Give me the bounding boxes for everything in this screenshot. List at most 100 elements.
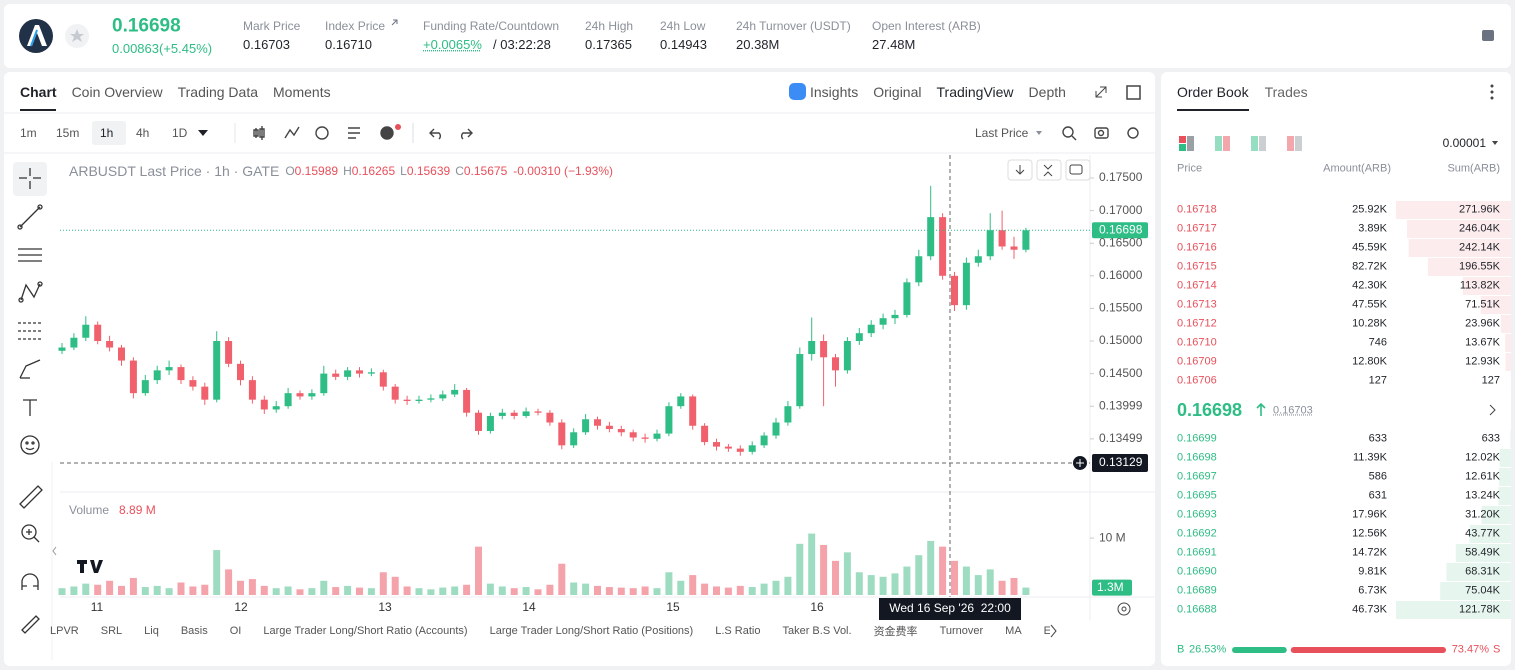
chart-tab[interactable]: Trading Data <box>177 84 259 100</box>
view-tab[interactable]: Original <box>873 84 922 100</box>
book-price[interactable]: 0.16709 <box>1177 355 1217 368</box>
candle-body <box>403 399 411 401</box>
book-price[interactable]: 0.16716 <box>1177 241 1217 254</box>
interval[interactable]: 15m <box>56 126 80 140</box>
sell-key: S <box>1493 643 1501 656</box>
candle-body <box>629 432 637 438</box>
book-price[interactable]: 0.16698 <box>1177 451 1217 464</box>
candle-body <box>1010 246 1018 250</box>
menu-dots[interactable] <box>1490 84 1494 100</box>
scroll-right[interactable] <box>1050 624 1057 638</box>
indicator[interactable]: Large Trader Long/Short Ratio (Accounts) <box>263 625 468 637</box>
book-price[interactable]: 0.16691 <box>1177 546 1217 559</box>
interval[interactable]: 1m <box>20 126 37 140</box>
external-icon <box>391 19 398 26</box>
candle-body <box>689 396 697 426</box>
book-amount: 746 <box>1368 336 1387 349</box>
volume-bar <box>332 587 340 595</box>
indicator[interactable]: L.S Ratio <box>715 625 761 637</box>
fullscreen-icon[interactable] <box>1095 86 1107 98</box>
depth-bar <box>1455 544 1511 562</box>
volume-bar <box>724 587 732 595</box>
volume-bar <box>986 569 994 595</box>
dropdown-arrow[interactable] <box>1492 141 1498 145</box>
ohlc-item: L0.15639 <box>400 164 450 178</box>
chart-tab[interactable]: Moments <box>273 84 331 100</box>
book-price[interactable]: 0.16717 <box>1177 222 1217 235</box>
indicator[interactable]: Liq <box>144 625 159 637</box>
book-sum: 12.02K <box>1465 451 1500 464</box>
chart-tab[interactable]: Coin Overview <box>71 84 163 100</box>
interval[interactable]: 1h <box>100 126 114 140</box>
book-sum: 12.61K <box>1465 470 1500 483</box>
candle-body <box>617 429 625 433</box>
book-price[interactable]: 0.16718 <box>1177 203 1217 216</box>
stat-label: Funding Rate/Countdown <box>423 18 560 33</box>
book-price[interactable]: 0.16692 <box>1177 527 1217 540</box>
book-price[interactable]: 0.16689 <box>1177 584 1217 597</box>
last-price-tag <box>1092 222 1148 239</box>
candle-body <box>320 373 328 394</box>
volume-bar <box>677 580 685 595</box>
book-price[interactable]: 0.16715 <box>1177 260 1217 273</box>
notes-icon[interactable] <box>1482 30 1494 41</box>
interval[interactable]: 1D <box>172 126 188 140</box>
book-price[interactable]: 0.16688 <box>1177 603 1217 616</box>
ohlc-value: 0.16265 <box>351 164 396 178</box>
book-price[interactable]: 0.16693 <box>1177 508 1217 521</box>
volume-bar <box>1010 577 1018 595</box>
book-price[interactable]: 0.16713 <box>1177 298 1217 311</box>
indicator[interactable]: Basis <box>180 625 208 637</box>
book-amount: 12.56K <box>1352 527 1387 540</box>
book-amount: 45.59K <box>1352 241 1387 254</box>
x-tick-label: 11 <box>91 600 104 614</box>
precision[interactable]: 0.00001 <box>1442 135 1486 150</box>
depth-bar <box>1480 296 1511 314</box>
book-price[interactable]: 0.16695 <box>1177 489 1217 502</box>
candle-body <box>296 393 304 397</box>
book-price[interactable]: 0.16706 <box>1177 374 1217 387</box>
pane-buttons[interactable] <box>1007 159 1131 616</box>
indicator[interactable]: OI <box>229 625 242 637</box>
book-price[interactable]: 0.16697 <box>1177 470 1217 483</box>
volume-bar <box>439 587 447 595</box>
indicator[interactable]: Taker B.S Vol. <box>782 625 852 637</box>
dropdown-arrow[interactable] <box>198 130 208 136</box>
book-price[interactable]: 0.16710 <box>1177 336 1217 349</box>
view-tab[interactable]: Depth <box>1028 84 1066 100</box>
book-price[interactable]: 0.16699 <box>1177 432 1217 445</box>
indicator[interactable]: 资金费率 <box>873 626 918 638</box>
collapse-icon[interactable] <box>52 546 57 556</box>
view-tab[interactable]: TradingView <box>936 84 1014 100</box>
depth-bar <box>1505 334 1511 352</box>
indicator[interactable]: EMA <box>1043 625 1050 637</box>
interval[interactable]: 4h <box>136 126 150 140</box>
ohlc-item: C0.15675 <box>455 164 507 178</box>
indicator[interactable]: Turnover <box>939 625 984 637</box>
book-sum: 71.51K <box>1465 298 1500 311</box>
chevron[interactable] <box>1489 404 1496 416</box>
window-icon[interactable] <box>1126 85 1141 100</box>
indicator[interactable]: SRL <box>100 625 123 637</box>
volume-bar <box>582 583 590 595</box>
book-layout-icons[interactable] <box>1179 136 1302 151</box>
indicator[interactable]: LPVR <box>50 625 79 637</box>
candle-body <box>594 419 601 426</box>
chart-tab[interactable]: Chart <box>20 84 57 100</box>
book-tab[interactable]: Order Book <box>1177 84 1249 100</box>
candle-body <box>118 347 125 361</box>
candle-body <box>867 324 875 334</box>
book-price[interactable]: 0.16690 <box>1177 565 1217 578</box>
volume-bar <box>641 586 649 595</box>
candle-body <box>141 380 149 394</box>
candle-body <box>724 446 732 449</box>
indicator[interactable]: Large Trader Long/Short Ratio (Positions… <box>489 625 694 637</box>
view-tab[interactable]: Insights <box>810 84 859 100</box>
dropdown-arrow[interactable] <box>1036 131 1042 135</box>
price-type[interactable]: Last Price <box>975 125 1029 140</box>
book-price[interactable]: 0.16712 <box>1177 317 1217 330</box>
indicator[interactable]: MA <box>1005 625 1022 637</box>
book-price[interactable]: 0.16714 <box>1177 279 1217 292</box>
book-tab[interactable]: Trades <box>1264 84 1308 100</box>
